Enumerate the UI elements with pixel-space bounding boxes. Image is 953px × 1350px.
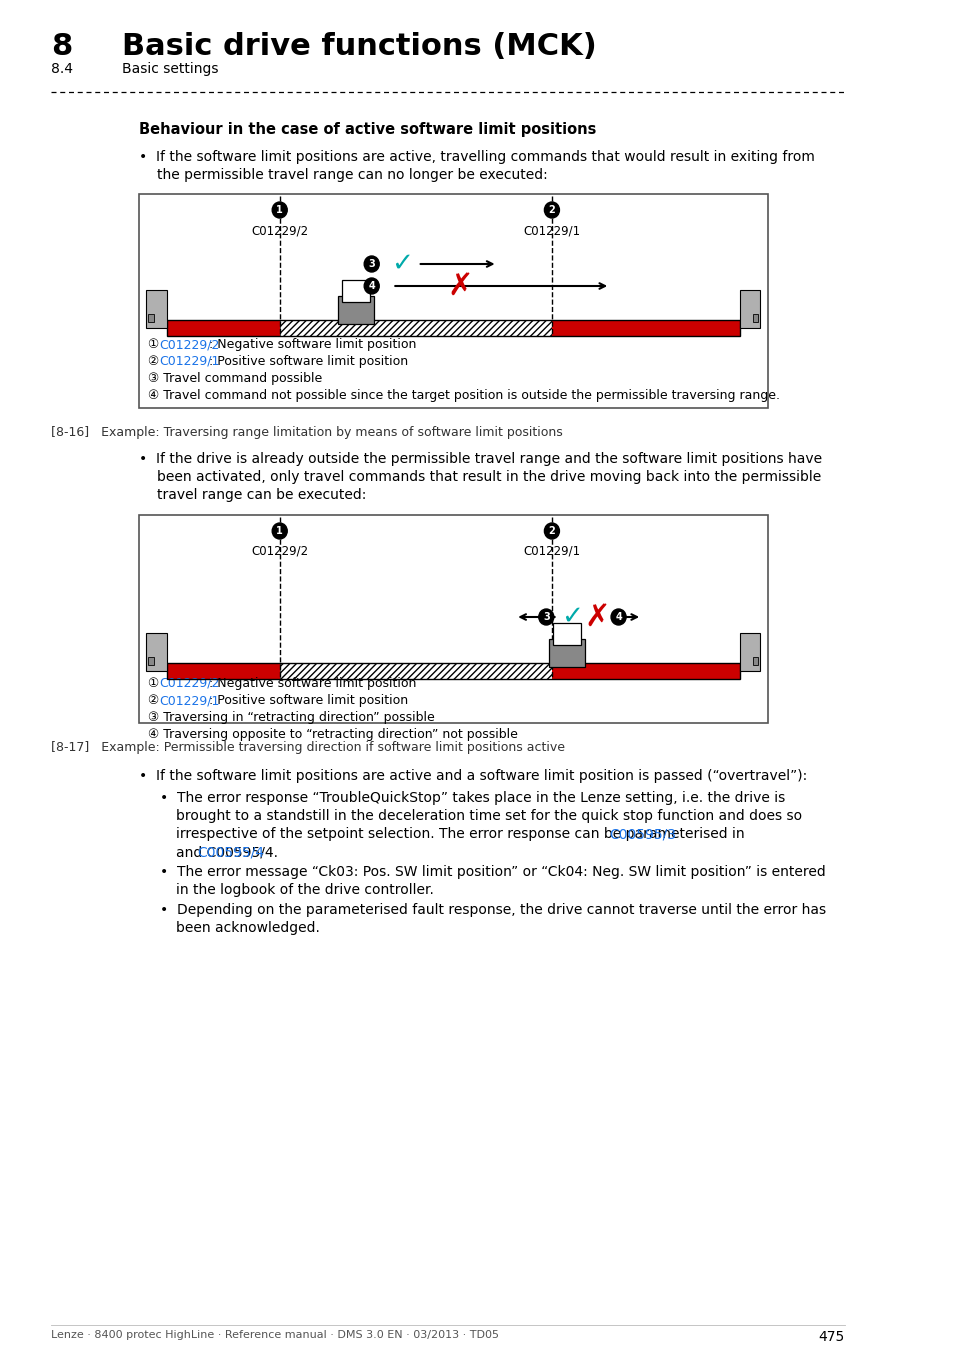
Text: ③ Travel command possible: ③ Travel command possible [148,373,322,385]
Bar [549,639,584,667]
Text: : Positive software limit position: : Positive software limit position [209,694,408,707]
Text: C01229/2: C01229/2 [159,338,220,351]
Text: •  Depending on the parameterised fault response, the drive cannot traverse unti: • Depending on the parameterised fault r… [159,903,825,917]
Bar [739,633,760,671]
Bar [552,663,739,679]
Text: been activated, only travel commands that result in the drive moving back into t: been activated, only travel commands tha… [156,470,821,485]
Text: : Negative software limit position: : Negative software limit position [209,676,416,690]
Text: in the logbook of the drive controller.: in the logbook of the drive controller. [176,883,434,896]
Circle shape [538,609,554,625]
Text: C01229/1: C01229/1 [159,694,220,707]
Text: Lenze · 8400 protec HighLine · Reference manual · DMS 3.0 EN · 03/2013 · TD05: Lenze · 8400 protec HighLine · Reference… [51,1330,498,1341]
Text: been acknowledged.: been acknowledged. [176,921,320,936]
Text: Behaviour in the case of active software limit positions: Behaviour in the case of active software… [139,122,596,136]
Text: ✓: ✓ [560,603,582,630]
Text: Basic settings: Basic settings [122,62,218,76]
Bar [146,290,167,328]
Bar [279,320,552,336]
Text: ✗: ✗ [583,602,609,632]
Bar [553,622,580,645]
Text: ①: ① [148,676,163,690]
Bar [167,320,739,336]
Text: C00595/4: C00595/4 [197,845,264,859]
Bar [167,320,279,336]
Text: 3: 3 [368,259,375,269]
Circle shape [544,522,558,539]
Text: 4: 4 [368,281,375,292]
Bar [341,279,370,302]
Circle shape [364,278,379,294]
Text: 2: 2 [548,205,555,215]
Text: : Negative software limit position: : Negative software limit position [209,338,416,351]
Text: 2: 2 [548,526,555,536]
Text: Basic drive functions (MCK): Basic drive functions (MCK) [122,32,597,61]
Text: C00595/3: C00595/3 [608,828,675,841]
Circle shape [544,202,558,217]
Text: travel range can be executed:: travel range can be executed: [156,487,366,502]
Bar [139,194,767,408]
Bar [552,320,739,336]
Text: ✗: ✗ [447,271,472,301]
Text: C01229/2: C01229/2 [251,224,308,238]
Circle shape [272,522,287,539]
Text: •  The error response “TroubleQuickStop” takes place in the Lenze setting, i.e. : • The error response “TroubleQuickStop” … [159,791,784,805]
Bar [148,657,153,666]
Text: •  If the software limit positions are active, travelling commands that would re: • If the software limit positions are ac… [139,150,814,163]
Text: [8-17]   Example: Permissible traversing direction if software limit positions a: [8-17] Example: Permissible traversing d… [51,741,564,755]
Text: 1: 1 [276,526,283,536]
Text: the permissible travel range can no longer be executed:: the permissible travel range can no long… [156,167,547,182]
Circle shape [364,256,379,271]
Circle shape [611,609,625,625]
Text: brought to a standstill in the deceleration time set for the quick stop function: brought to a standstill in the decelerat… [176,809,801,824]
Text: and C00595/4.: and C00595/4. [176,845,278,859]
Bar [279,663,552,679]
Bar [139,514,767,724]
Text: ④ Travel command not possible since the target position is outside the permissib: ④ Travel command not possible since the … [148,389,780,402]
Text: C01229/2: C01229/2 [159,676,220,690]
Text: ✓: ✓ [391,251,413,277]
Bar [739,290,760,328]
Text: C01229/1: C01229/1 [523,224,579,238]
Text: •  The error message “Ck03: Pos. SW limit position” or “Ck04: Neg. SW limit posi: • The error message “Ck03: Pos. SW limit… [159,865,824,879]
Text: 3: 3 [542,612,549,622]
Text: ②: ② [148,694,163,707]
Bar [337,296,374,324]
Text: 475: 475 [818,1330,844,1345]
Bar [167,663,739,679]
Text: 8.4: 8.4 [51,62,72,76]
Text: C01229/1: C01229/1 [523,545,579,558]
Bar [146,633,167,671]
Text: 1: 1 [276,205,283,215]
Text: C01229/1: C01229/1 [159,355,220,369]
Text: irrespective of the setpoint selection. The error response can be parameterised : irrespective of the setpoint selection. … [176,828,749,841]
Text: : Positive software limit position: : Positive software limit position [209,355,408,369]
Bar [752,315,758,323]
Bar [167,663,279,679]
Text: C01229/2: C01229/2 [251,545,308,558]
Text: •  If the software limit positions are active and a software limit position is p: • If the software limit positions are ac… [139,769,806,783]
Text: 4: 4 [615,612,621,622]
Text: ①: ① [148,338,163,351]
Text: ④ Traversing opposite to “retracting direction” not possible: ④ Traversing opposite to “retracting dir… [148,728,517,741]
Bar [148,315,153,323]
Bar [752,657,758,666]
Circle shape [272,202,287,217]
Text: [8-16]   Example: Traversing range limitation by means of software limit positio: [8-16] Example: Traversing range limitat… [51,427,562,439]
Text: ③ Traversing in “retracting direction” possible: ③ Traversing in “retracting direction” p… [148,711,435,724]
Text: ②: ② [148,355,163,369]
Text: 8: 8 [51,32,71,61]
Text: •  If the drive is already outside the permissible travel range and the software: • If the drive is already outside the pe… [139,452,821,466]
